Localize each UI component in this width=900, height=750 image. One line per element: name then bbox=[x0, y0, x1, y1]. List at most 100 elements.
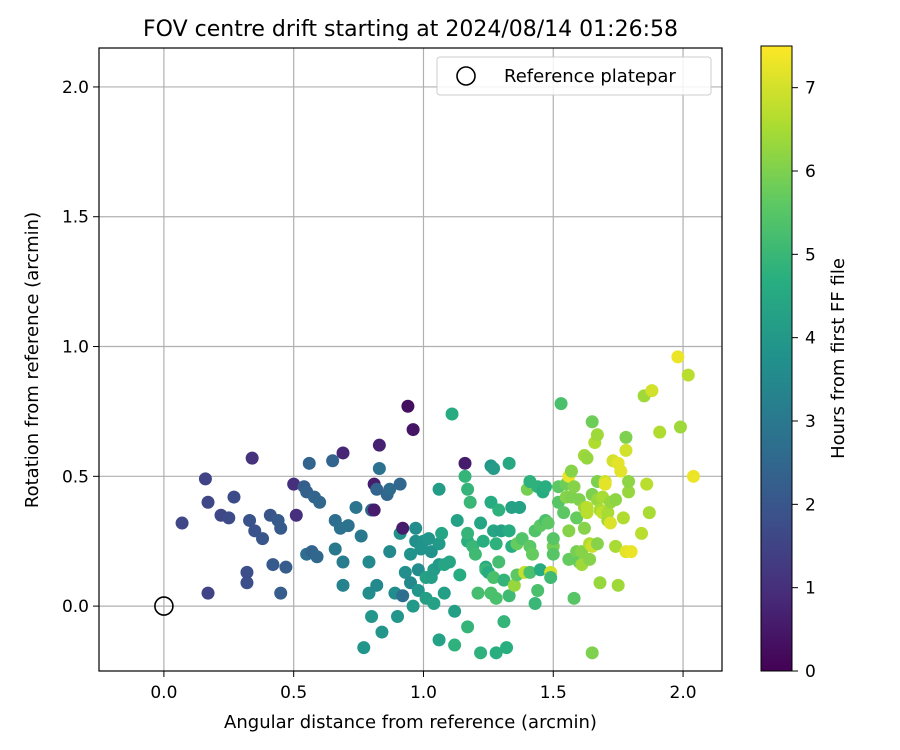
data-point bbox=[274, 521, 288, 535]
data-point bbox=[585, 646, 599, 660]
data-point bbox=[448, 604, 462, 618]
colorbar: 0 1 2 3 4 5 6 7 Hours from first FF file bbox=[760, 45, 849, 682]
data-point bbox=[580, 506, 594, 520]
data-point bbox=[372, 438, 386, 452]
data-point bbox=[302, 456, 316, 470]
data-point bbox=[500, 641, 514, 655]
data-point bbox=[287, 477, 301, 491]
data-point bbox=[336, 446, 350, 460]
legend-label: Reference platepar bbox=[504, 66, 676, 87]
data-point bbox=[546, 547, 560, 561]
data-point bbox=[357, 641, 371, 655]
data-point bbox=[614, 464, 628, 478]
data-point bbox=[616, 511, 630, 525]
x-tick-label: 0.0 bbox=[150, 683, 177, 703]
data-point bbox=[546, 532, 560, 546]
colorbar-gradient bbox=[760, 45, 793, 672]
y-axis: 0.0 0.5 1.0 1.5 2.0 bbox=[62, 78, 99, 617]
data-point bbox=[442, 555, 456, 569]
data-point bbox=[513, 500, 527, 514]
y-tick-label: 2.0 bbox=[62, 78, 89, 98]
data-point bbox=[391, 609, 405, 623]
data-point bbox=[598, 477, 612, 491]
data-point bbox=[640, 477, 654, 491]
data-point bbox=[404, 547, 417, 561]
data-point bbox=[526, 547, 540, 561]
data-point bbox=[463, 495, 477, 509]
data-point bbox=[313, 495, 327, 509]
data-point bbox=[528, 597, 542, 611]
data-point bbox=[502, 524, 516, 538]
data-point bbox=[432, 482, 446, 496]
data-point bbox=[198, 472, 212, 486]
data-point bbox=[577, 521, 591, 535]
data-point bbox=[541, 516, 555, 530]
y-tick-label: 1.0 bbox=[62, 338, 89, 358]
data-point bbox=[461, 620, 475, 634]
data-point bbox=[474, 516, 488, 530]
y-axis-label: Rotation from reference (arcmin) bbox=[22, 212, 43, 508]
data-point bbox=[635, 526, 649, 540]
data-point bbox=[310, 550, 324, 564]
data-point bbox=[396, 589, 410, 603]
data-point bbox=[175, 516, 189, 530]
data-point bbox=[601, 506, 615, 520]
data-point bbox=[492, 503, 506, 517]
data-point bbox=[401, 399, 415, 413]
data-point bbox=[489, 591, 503, 605]
data-point bbox=[453, 568, 467, 582]
data-point bbox=[590, 537, 604, 551]
data-point bbox=[427, 597, 441, 611]
data-point bbox=[593, 576, 607, 590]
data-point bbox=[432, 633, 446, 647]
data-point bbox=[523, 565, 537, 579]
data-point bbox=[375, 625, 389, 639]
data-point bbox=[564, 464, 578, 478]
data-point bbox=[567, 591, 581, 605]
x-tick-label: 1.0 bbox=[410, 683, 437, 703]
x-axis-label: Angular distance from reference (arcmin) bbox=[224, 712, 597, 733]
data-point bbox=[622, 485, 636, 499]
data-point bbox=[227, 490, 241, 504]
colorbar-tick-label: 6 bbox=[805, 162, 816, 182]
x-tick-label: 1.5 bbox=[540, 683, 567, 703]
data-point bbox=[383, 545, 397, 559]
data-point bbox=[474, 646, 488, 660]
data-point bbox=[372, 462, 386, 476]
data-point bbox=[398, 565, 412, 579]
data-point bbox=[487, 462, 501, 476]
data-point bbox=[437, 586, 451, 600]
data-points bbox=[175, 350, 700, 660]
data-point bbox=[393, 477, 407, 491]
data-point bbox=[370, 482, 384, 496]
data-point bbox=[243, 513, 257, 527]
data-point bbox=[458, 469, 472, 483]
y-tick-label: 0.5 bbox=[62, 467, 89, 487]
data-point bbox=[201, 586, 215, 600]
colorbar-tick-label: 4 bbox=[805, 329, 816, 349]
data-point bbox=[585, 415, 599, 429]
data-point bbox=[673, 420, 687, 434]
data-point bbox=[365, 609, 379, 623]
data-point bbox=[671, 350, 685, 364]
data-point bbox=[349, 500, 363, 514]
data-point bbox=[497, 615, 511, 629]
data-point bbox=[422, 532, 436, 546]
data-point bbox=[256, 532, 270, 546]
data-point bbox=[583, 552, 597, 566]
data-point bbox=[201, 495, 215, 509]
data-point bbox=[471, 586, 485, 600]
data-point bbox=[619, 443, 633, 457]
data-point bbox=[489, 646, 503, 660]
data-point bbox=[497, 573, 511, 587]
data-point bbox=[603, 516, 617, 530]
colorbar-tick-label: 0 bbox=[805, 662, 816, 682]
y-tick-label: 1.5 bbox=[62, 208, 89, 228]
data-point bbox=[266, 558, 280, 572]
data-point bbox=[240, 576, 254, 590]
data-point bbox=[406, 599, 420, 613]
data-point bbox=[341, 519, 355, 533]
data-point bbox=[445, 407, 459, 421]
data-point bbox=[681, 368, 695, 382]
data-point bbox=[362, 555, 376, 569]
